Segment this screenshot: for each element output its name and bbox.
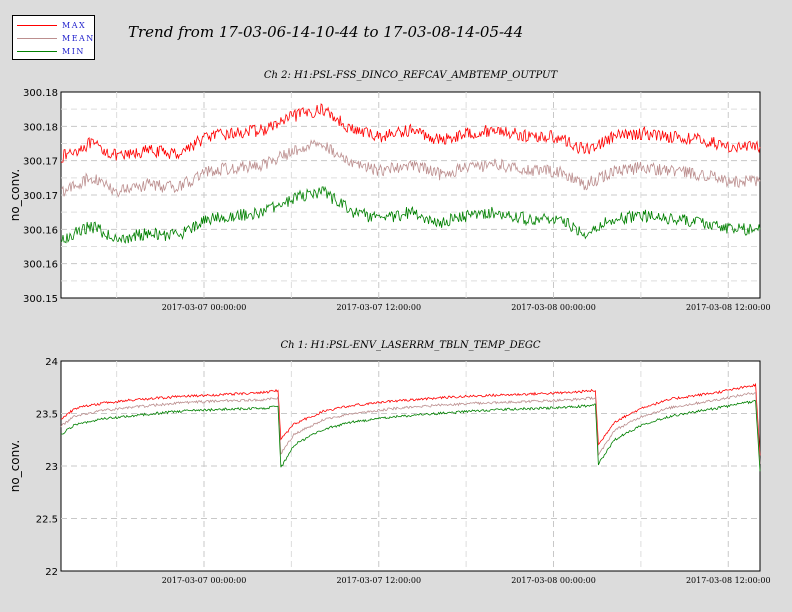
y-tick-label: 300.18 <box>23 122 58 133</box>
y-axis-label: no_conv. <box>8 169 22 221</box>
x-tick-label: 2017-03-07 12:00:00 <box>336 576 421 585</box>
x-tick-label: 2017-03-07 00:00:00 <box>162 576 247 585</box>
series-line-max <box>60 382 761 456</box>
legend-item-mean: MEAN <box>17 33 93 45</box>
y-tick-label: 300.17 <box>23 157 58 168</box>
y-tick-label: 22 <box>45 567 58 578</box>
y-tick-label: 300.16 <box>23 260 58 271</box>
chart-title: Ch 2: H1:PSL-FSS_DINCO_REFCAV_AMBTEMP_OU… <box>264 70 559 81</box>
chart-2: 22 22.5 23 23.5 24 2017-03-07 00:00:00 2017-03… <box>8 340 771 585</box>
legend-swatch-mean <box>17 38 57 39</box>
series-line-min <box>60 185 761 244</box>
y-tick-label: 24 <box>45 357 58 368</box>
y-tick-label: 300.17 <box>23 191 58 202</box>
legend-swatch-min <box>17 51 57 52</box>
y-tick-label: 23.5 <box>36 410 58 421</box>
x-tick-label: 2017-03-07 00:00:00 <box>162 303 247 312</box>
y-tick-label: 300.15 <box>23 294 58 305</box>
y-tick-label: 300.16 <box>23 225 58 236</box>
legend-label-max: MAX <box>62 21 87 30</box>
legend: MAX MEAN MIN <box>12 15 95 60</box>
chart-1: 300.15 300.16 300.16 300.17 300.17 300.18 300.… <box>8 70 771 312</box>
series-line-mean <box>60 392 761 464</box>
x-tick-label: 2017-03-08 00:00:00 <box>511 303 596 312</box>
y-tick-label: 23 <box>45 462 58 473</box>
y-tick-label: 22.5 <box>36 515 58 526</box>
legend-label-mean: MEAN <box>62 34 95 43</box>
y-tick-label: 300.18 <box>23 88 58 99</box>
series-line-mean <box>60 139 761 198</box>
x-tick-label: 2017-03-08 00:00:00 <box>511 576 596 585</box>
series-line-max <box>60 103 761 163</box>
x-tick-label: 2017-03-08 12:00:00 <box>686 576 771 585</box>
legend-item-max: MAX <box>17 20 93 32</box>
chart-title: Ch 1: H1:PSL-ENV_LASERRM_TBLN_TEMP_DEGC <box>280 340 540 351</box>
x-tick-label: 2017-03-08 12:00:00 <box>686 303 771 312</box>
x-tick-label: 2017-03-07 12:00:00 <box>336 303 421 312</box>
legend-item-min: MIN <box>17 46 93 58</box>
legend-label-min: MIN <box>62 47 85 56</box>
y-axis-label: no_conv. <box>8 440 22 492</box>
legend-swatch-max <box>17 25 57 26</box>
page-title: Trend from 17-03-06-14-10-44 to 17-03-08… <box>128 23 524 41</box>
series-line-min <box>61 399 761 472</box>
